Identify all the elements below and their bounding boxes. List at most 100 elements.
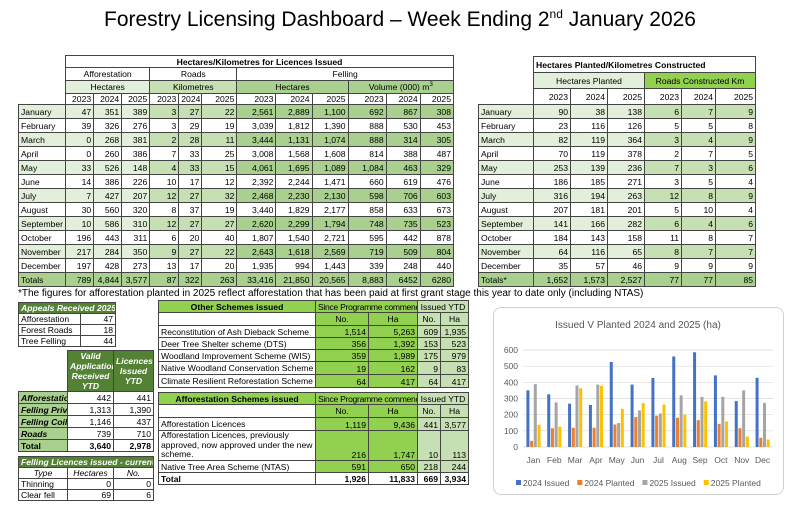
month-label: April xyxy=(17,146,67,161)
value-cell: 19 xyxy=(201,118,238,133)
value-cell: 9,436 xyxy=(367,417,419,431)
row-label: Thinning xyxy=(18,478,68,490)
totals-label: Totals xyxy=(17,272,67,287)
value-cell: 217 xyxy=(65,244,95,259)
year-header: 2023 xyxy=(347,93,387,105)
value-cell: 181 xyxy=(570,202,608,217)
value-cell: 2,569 xyxy=(311,244,349,259)
total-cell: 2,978 xyxy=(113,439,154,452)
value-cell: 37 xyxy=(178,202,203,217)
year-header: 2023 xyxy=(644,88,682,105)
bar-2025-issued xyxy=(679,395,683,447)
value-cell: 10 xyxy=(65,216,95,231)
value-cell: 196 xyxy=(65,230,95,245)
value-cell: 2,244 xyxy=(275,174,313,189)
bar-2024-issued xyxy=(609,361,613,447)
bar-2025-planted xyxy=(537,424,541,447)
month-row: March 82 119 364 3 4 9 xyxy=(478,132,757,147)
column-header: No. xyxy=(315,312,369,326)
value-cell: 11 xyxy=(201,132,238,147)
value-cell: 20 xyxy=(178,230,203,245)
column-group-header: Issued YTD xyxy=(417,300,470,313)
value-cell: 9 xyxy=(681,258,716,273)
value-cell: 17 xyxy=(178,174,203,189)
column-group-header: Issued YTD xyxy=(417,392,470,405)
value-cell: 27 xyxy=(178,216,203,231)
value-cell: 263 xyxy=(607,188,645,203)
column-header: Ha xyxy=(367,312,419,326)
value-cell: 0 xyxy=(113,478,154,490)
value-cell: 417 xyxy=(367,374,419,388)
value-cell: 197 xyxy=(65,258,95,273)
row-label: Forest Roads xyxy=(18,324,81,336)
y-tick-label: 400 xyxy=(504,377,518,387)
column-header: No. xyxy=(417,404,442,418)
page-title: Forestry Licensing Dashboard – Week Endi… xyxy=(0,7,800,32)
value-cell: 39 xyxy=(65,118,95,133)
value-cell: 814 xyxy=(347,146,387,161)
y-tick-label: 0 xyxy=(513,442,518,452)
value-cell: 523 xyxy=(419,216,455,231)
totals-row: Totals* 1,652 1,573 2,527 77 77 85 xyxy=(478,272,757,287)
value-cell: 735 xyxy=(385,216,421,231)
month-row: August 207 181 201 5 10 4 xyxy=(478,202,757,217)
value-cell: 113 xyxy=(440,430,470,461)
value-cell: 3 xyxy=(644,132,682,147)
value-cell: 329 xyxy=(419,160,455,175)
value-cell: 442 xyxy=(67,391,114,404)
value-cell: 126 xyxy=(607,118,645,133)
value-cell: 38 xyxy=(570,104,608,119)
value-cell: 6 xyxy=(644,104,682,119)
value-cell: 858 xyxy=(347,202,387,217)
year-header: 2025 xyxy=(121,93,151,105)
year-row: 2023 2024 2025 2023 2024 2025 xyxy=(478,88,757,105)
value-cell: 804 xyxy=(419,244,455,259)
row-label: Afforestation xyxy=(18,391,68,404)
bar-2024-planted xyxy=(592,427,596,447)
column-header: No. xyxy=(417,312,442,326)
value-cell: 417 xyxy=(440,374,470,388)
table-row: Climate Resilient Reforestation Scheme 64… xyxy=(158,374,470,388)
total-cell: 33,416 xyxy=(236,272,277,287)
value-cell: 153 xyxy=(417,337,442,350)
value-cell: 4 xyxy=(681,132,716,147)
value-cell: 1,608 xyxy=(311,146,349,161)
value-cell: 18 xyxy=(79,324,117,336)
value-cell: 1,471 xyxy=(311,174,349,189)
total-cell: 789 xyxy=(65,272,95,287)
value-cell: 10 xyxy=(417,430,442,461)
year-header: 2025 xyxy=(311,93,349,105)
value-cell: 7 xyxy=(65,188,95,203)
year-header: 2023 xyxy=(149,93,180,105)
group-header: Afforestation xyxy=(65,67,151,81)
value-cell: 30 xyxy=(65,202,95,217)
total-cell: 6280 xyxy=(419,272,455,287)
bar-2025-planted xyxy=(600,385,604,447)
bar-2024-issued xyxy=(713,375,717,447)
value-cell: 2,468 xyxy=(236,188,277,203)
legend-swatch xyxy=(577,480,583,485)
value-cell: 5 xyxy=(644,202,682,217)
month-row: January 90 38 138 6 7 9 xyxy=(478,104,757,119)
total-row: Total 3,640 2,978 xyxy=(18,439,154,452)
value-cell: 1,568 xyxy=(275,146,313,161)
value-cell: 509 xyxy=(385,244,421,259)
value-cell: 320 xyxy=(121,202,151,217)
month-label: August xyxy=(17,202,67,217)
value-cell: 2,299 xyxy=(275,216,313,231)
value-cell: 7 xyxy=(714,230,757,245)
month-label: April xyxy=(478,146,534,161)
bar-2025-planted xyxy=(683,414,687,447)
month-label: October xyxy=(17,230,67,245)
column-group-header: Since Programme commenced xyxy=(314,300,419,313)
year-header: 2025 xyxy=(714,88,757,105)
month-label: August xyxy=(478,202,534,217)
value-cell: 2,561 xyxy=(236,104,277,119)
group-row: Afforestation Roads Felling xyxy=(18,67,454,81)
value-cell: 276 xyxy=(121,118,151,133)
value-cell: 25 xyxy=(201,146,238,161)
value-cell: 158 xyxy=(607,230,645,245)
scheme-name: Deer Tree Shelter scheme (DTS) xyxy=(158,337,316,350)
value-cell: 1,695 xyxy=(275,160,313,175)
